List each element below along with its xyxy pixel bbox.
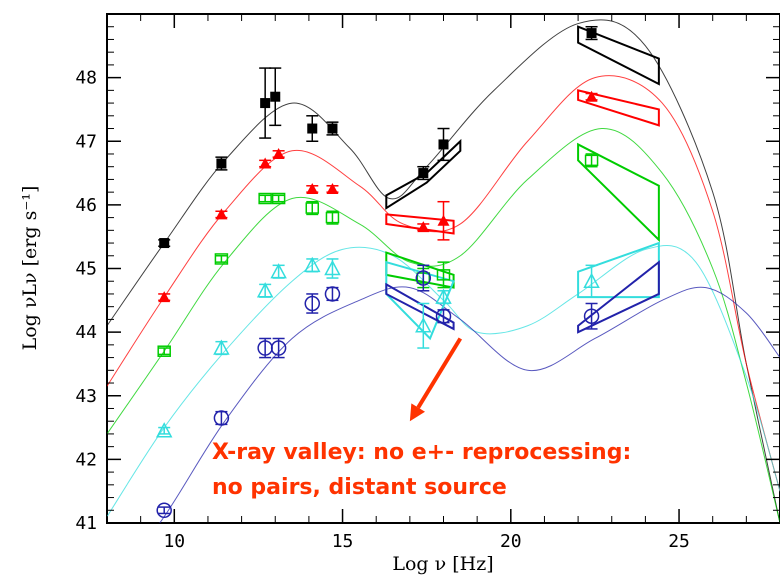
data-point bbox=[415, 270, 432, 286]
gamma-bowtie bbox=[577, 25, 660, 86]
model-curve bbox=[107, 128, 780, 523]
x-axis-label: Log ν [Hz] bbox=[392, 553, 493, 575]
data-point bbox=[156, 502, 172, 519]
data-point bbox=[324, 259, 341, 276]
data-point bbox=[438, 139, 449, 150]
data-point bbox=[435, 288, 452, 304]
data-point bbox=[155, 422, 173, 438]
model-curve bbox=[107, 245, 780, 517]
data-point bbox=[306, 182, 319, 194]
y-tick-label: 44 bbox=[75, 322, 97, 343]
data-point bbox=[214, 253, 229, 265]
data-point bbox=[272, 147, 285, 159]
annotation-line-2: no pairs, distant source bbox=[212, 475, 507, 500]
data-points bbox=[155, 25, 600, 519]
y-tick-label: 47 bbox=[75, 131, 97, 152]
data-point bbox=[435, 308, 452, 324]
annotation-line-1: X-ray valley: no e+- reprocessing: bbox=[212, 440, 631, 465]
data-point bbox=[304, 295, 321, 312]
data-point bbox=[213, 339, 230, 355]
y-tick-label: 43 bbox=[75, 386, 97, 407]
gamma-bowtie bbox=[577, 260, 660, 334]
arrow-shaft bbox=[416, 337, 463, 409]
xray-bowtie bbox=[385, 282, 455, 331]
data-point bbox=[325, 211, 340, 224]
data-point bbox=[159, 238, 170, 249]
data-point bbox=[417, 221, 430, 233]
y-axis-label: Log νLν [erg s⁻¹] bbox=[19, 186, 41, 351]
data-point bbox=[326, 182, 339, 194]
data-point bbox=[157, 345, 171, 357]
annotation-arrow bbox=[409, 337, 463, 422]
data-point bbox=[583, 272, 600, 288]
x-tick-label: 10 bbox=[163, 531, 185, 552]
y-tick-label: 46 bbox=[75, 195, 97, 216]
x-tick-label: 20 bbox=[500, 531, 522, 552]
x-tick-label: 25 bbox=[668, 531, 690, 552]
data-point bbox=[271, 192, 286, 205]
xray-bowtie bbox=[385, 213, 455, 235]
data-point bbox=[586, 28, 597, 39]
data-point bbox=[216, 158, 227, 169]
data-point bbox=[158, 291, 171, 303]
bowtie-spectra bbox=[385, 25, 660, 341]
data-point bbox=[256, 282, 274, 298]
gamma-bowtie bbox=[577, 241, 660, 299]
data-point bbox=[270, 91, 281, 102]
data-point bbox=[584, 154, 599, 167]
data-point bbox=[213, 410, 230, 426]
xray-bowtie bbox=[385, 260, 455, 341]
data-point bbox=[305, 202, 320, 214]
data-point bbox=[260, 98, 271, 109]
x-tick-label: 15 bbox=[332, 531, 354, 552]
data-point bbox=[327, 123, 338, 134]
arrow-head bbox=[409, 403, 426, 422]
data-point bbox=[583, 308, 600, 324]
y-tick-label: 45 bbox=[75, 259, 97, 280]
data-point bbox=[437, 214, 450, 226]
gamma-bowtie bbox=[577, 89, 660, 127]
data-point bbox=[304, 256, 321, 273]
data-point bbox=[259, 157, 272, 169]
data-point bbox=[415, 317, 432, 333]
model-curve bbox=[159, 286, 780, 523]
y-tick-label: 42 bbox=[75, 449, 97, 470]
data-point bbox=[270, 263, 287, 279]
data-point bbox=[270, 340, 287, 356]
y-tick-label: 48 bbox=[75, 68, 97, 89]
y-tick-label: 41 bbox=[75, 513, 97, 534]
data-point bbox=[418, 168, 429, 179]
data-point bbox=[436, 269, 451, 281]
axis-ticks: 10 15 20 25 41 42 43 44 45 46 47 48 bbox=[75, 14, 780, 552]
data-point bbox=[215, 208, 228, 220]
data-point bbox=[258, 192, 272, 205]
data-point bbox=[307, 123, 318, 134]
data-point bbox=[585, 90, 598, 102]
data-point bbox=[324, 286, 341, 302]
gamma-bowtie bbox=[577, 142, 660, 243]
